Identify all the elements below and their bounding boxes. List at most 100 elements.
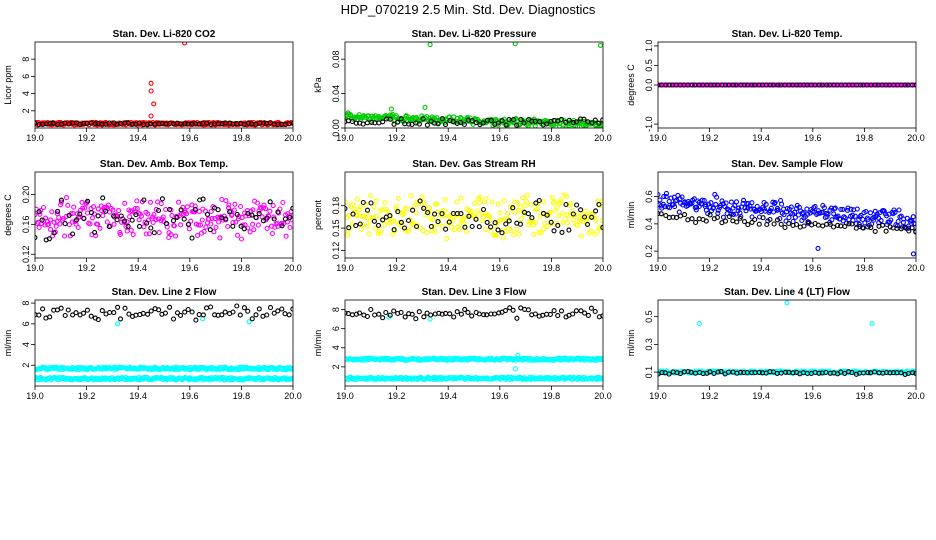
- data-point-black: [84, 307, 90, 313]
- data-point-black: [883, 228, 889, 234]
- data-point-black: [350, 211, 356, 217]
- y-tick-label: 0.00: [331, 119, 341, 137]
- data-point-magenta: [124, 228, 130, 234]
- data-point-magenta: [287, 224, 293, 231]
- data-point-black: [450, 118, 456, 124]
- data-point-black: [756, 369, 762, 375]
- data-point-yellow: [477, 194, 483, 200]
- data-point-black: [159, 196, 165, 202]
- chart-panel: Stan. Dev. Li-820 Pressure 19.0 19.2 19.4 19…: [313, 29, 612, 143]
- data-point-black: [387, 116, 393, 122]
- data-point-black: [275, 308, 281, 314]
- data-point-black: [578, 207, 584, 213]
- x-tick-label: 19.4: [129, 263, 147, 273]
- data-point-black: [62, 221, 68, 227]
- data-point-black: [47, 120, 53, 126]
- data-point-black: [80, 310, 87, 316]
- y-axis-label: ml/min: [313, 330, 323, 357]
- plot-frame: [344, 41, 604, 129]
- panel-title: Stan. Dev. Amb. Box Temp.: [100, 159, 228, 170]
- data-point-magenta: [188, 218, 194, 224]
- data-point-magenta: [269, 231, 275, 237]
- data-point-magenta: [160, 214, 166, 220]
- data-point-yellow: [515, 200, 521, 206]
- data-point-black: [219, 312, 225, 318]
- x-tick-label: 20.0: [284, 133, 302, 143]
- data-point-black: [749, 370, 755, 376]
- data-point-yellow: [501, 198, 507, 204]
- data-point-red: [182, 42, 188, 46]
- data-point-black: [65, 307, 71, 313]
- y-tick-label: 4: [21, 91, 31, 96]
- x-tick-label: 19.0: [649, 263, 667, 273]
- data-point-yellow: [574, 222, 580, 228]
- x-tick-label: 19.6: [181, 133, 199, 143]
- data-point-black: [764, 221, 770, 228]
- data-point-black: [100, 195, 106, 201]
- data-point-magenta: [111, 221, 117, 227]
- data-point-black: [767, 216, 773, 223]
- data-point-magenta: [147, 199, 154, 205]
- data-point-black: [360, 121, 366, 127]
- data-point-blue: [666, 205, 673, 211]
- data-point-magenta: [89, 215, 96, 221]
- data-point-black: [514, 122, 520, 128]
- data-point-yellow: [512, 199, 518, 205]
- data-point-magenta: [130, 232, 136, 238]
- data-point-black: [203, 305, 210, 311]
- data-point-yellow: [549, 195, 555, 201]
- data-point-black: [36, 209, 42, 215]
- data-point-blue: [694, 204, 700, 210]
- data-point-black: [582, 310, 588, 316]
- data-point-black: [208, 121, 214, 128]
- y-axis-label: degrees C: [626, 64, 636, 106]
- data-point-black: [596, 120, 602, 126]
- data-point-black: [555, 222, 561, 228]
- data-point-black: [368, 119, 375, 125]
- data-point-black: [589, 214, 595, 220]
- data-point-black: [480, 206, 487, 213]
- data-point-magenta: [254, 200, 261, 206]
- data-point-yellow: [564, 211, 570, 218]
- data-point-magenta: [223, 198, 229, 204]
- data-point-yellow: [556, 213, 562, 219]
- data-point-black: [435, 121, 441, 127]
- data-point-black: [558, 116, 564, 122]
- data-point-black: [185, 306, 191, 313]
- data-point-black: [66, 212, 72, 218]
- data-point-black: [425, 210, 431, 216]
- data-point-black: [518, 117, 524, 123]
- y-tick-label: 2: [331, 364, 341, 369]
- data-point-yellow: [395, 195, 401, 202]
- data-point-black: [260, 218, 267, 224]
- data-point-black: [883, 82, 889, 88]
- data-point-black: [581, 116, 587, 122]
- data-point-blue: [900, 219, 906, 225]
- data-point-cyan: [869, 321, 875, 327]
- data-point-black: [35, 120, 38, 126]
- data-point-black: [58, 197, 64, 203]
- data-point-black: [451, 314, 457, 320]
- data-point-magenta: [57, 221, 63, 227]
- data-point-black: [70, 231, 76, 237]
- data-point-yellow: [569, 208, 575, 214]
- data-point-magenta: [208, 208, 214, 215]
- data-point-magenta: [232, 201, 238, 207]
- data-point-green: [403, 113, 409, 119]
- data-point-magenta: [75, 224, 81, 231]
- data-point-magenta: [134, 198, 140, 204]
- data-point-magenta: [194, 232, 201, 239]
- data-point-black: [801, 82, 807, 88]
- data-point-yellow: [538, 230, 544, 236]
- data-point-yellow: [537, 213, 543, 220]
- data-point-yellow: [454, 199, 460, 205]
- data-point-black: [118, 213, 124, 219]
- data-point-blue: [792, 214, 798, 220]
- data-point-blue: [749, 214, 755, 220]
- data-point-black: [200, 196, 206, 202]
- data-point-yellow: [480, 214, 486, 220]
- data-point-black: [596, 201, 602, 208]
- data-point-black: [261, 120, 267, 126]
- data-point-magenta: [173, 233, 179, 239]
- data-point-blue: [840, 206, 846, 212]
